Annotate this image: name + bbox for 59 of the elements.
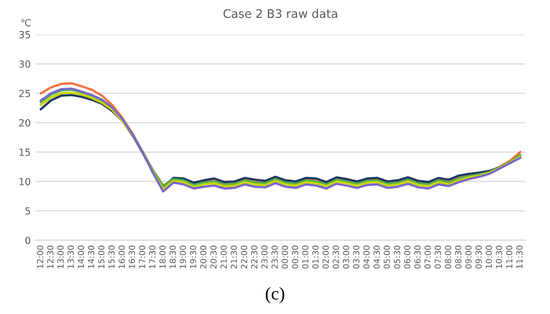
y-axis-title: ℃ [21, 19, 31, 26]
y-tick-label: 15 [20, 148, 30, 156]
y-tick-label: 0 [25, 236, 30, 244]
x-tick-label: 15:00 [98, 246, 104, 268]
x-tick-label: 18:00 [159, 246, 166, 268]
x-tick-label: 14:00 [78, 246, 84, 268]
chart-title: Case 2 B3 raw data [223, 8, 338, 18]
x-tick-label: 07:00 [424, 246, 431, 269]
x-tick-label: 06:00 [404, 246, 410, 269]
x-tick-label: 11:30 [516, 246, 523, 268]
x-tick-label: 00:30 [292, 246, 298, 269]
x-tick-label: 17:00 [138, 246, 146, 268]
x-tick-label: 11:00 [506, 246, 512, 268]
x-tick-label: 12:00 [36, 246, 44, 268]
x-tick-label: 12:30 [47, 246, 54, 268]
y-tick-label: 20 [19, 119, 30, 127]
y-tick-label: 35 [19, 31, 30, 38]
x-tick-label: 10:30 [496, 246, 502, 268]
x-tick-label: 01:00 [302, 246, 308, 269]
x-tick-label: 03:00 [342, 246, 350, 269]
x-tick-label: 05:00 [384, 246, 390, 269]
x-tick-label: 09:00 [465, 246, 472, 269]
x-tick-label: 16:00 [118, 246, 125, 268]
x-tick-label: 05:30 [394, 246, 400, 269]
x-tick-label: 14:30 [88, 246, 94, 268]
x-tick-label: 21:00 [220, 246, 227, 268]
x-tick-label: 19:30 [190, 246, 196, 268]
x-tick-label: 02:30 [332, 246, 340, 269]
x-tick-label: 15:30 [108, 246, 115, 268]
x-tick-label: 09:30 [475, 246, 482, 269]
x-tick-label: 13:30 [68, 246, 74, 268]
x-tick-label: 16:30 [128, 246, 136, 268]
x-tick-label: 13:00 [57, 246, 64, 268]
x-tick-label: 20:30 [210, 246, 217, 268]
x-tick-label: 17:30 [149, 246, 156, 268]
y-tick-label: 5 [25, 207, 30, 215]
y-tick-label: 25 [19, 90, 30, 98]
x-tick-label: 23:30 [272, 246, 278, 268]
y-tick-label: 30 [19, 60, 30, 68]
x-tick-label: 22:00 [240, 246, 248, 268]
text: (c) [266, 286, 284, 304]
x-tick-label: 04:00 [363, 246, 370, 269]
x-tick-label: 20:00 [200, 246, 206, 268]
x-tick-label: 07:30 [434, 246, 441, 269]
x-tick-label: 08:00 [444, 246, 452, 269]
x-tick-label: 04:30 [373, 246, 380, 269]
x-tick-label: 02:00 [322, 246, 329, 269]
x-tick-label: 22:30 [251, 246, 258, 268]
y-tick-label: 10 [20, 178, 30, 186]
x-tick-label: 06:30 [414, 246, 421, 269]
x-tick-label: 21:30 [230, 246, 238, 268]
x-tick-label: 00:00 [282, 246, 288, 269]
x-tick-label: 18:30 [170, 246, 176, 268]
x-tick-label: 23:00 [261, 246, 268, 268]
x-tick-label: 19:00 [180, 246, 186, 268]
x-tick-label: 10:00 [486, 246, 492, 268]
x-tick-label: 08:30 [455, 246, 462, 269]
x-tick-label: 01:30 [312, 246, 319, 269]
x-tick-label: 03:30 [353, 246, 360, 269]
